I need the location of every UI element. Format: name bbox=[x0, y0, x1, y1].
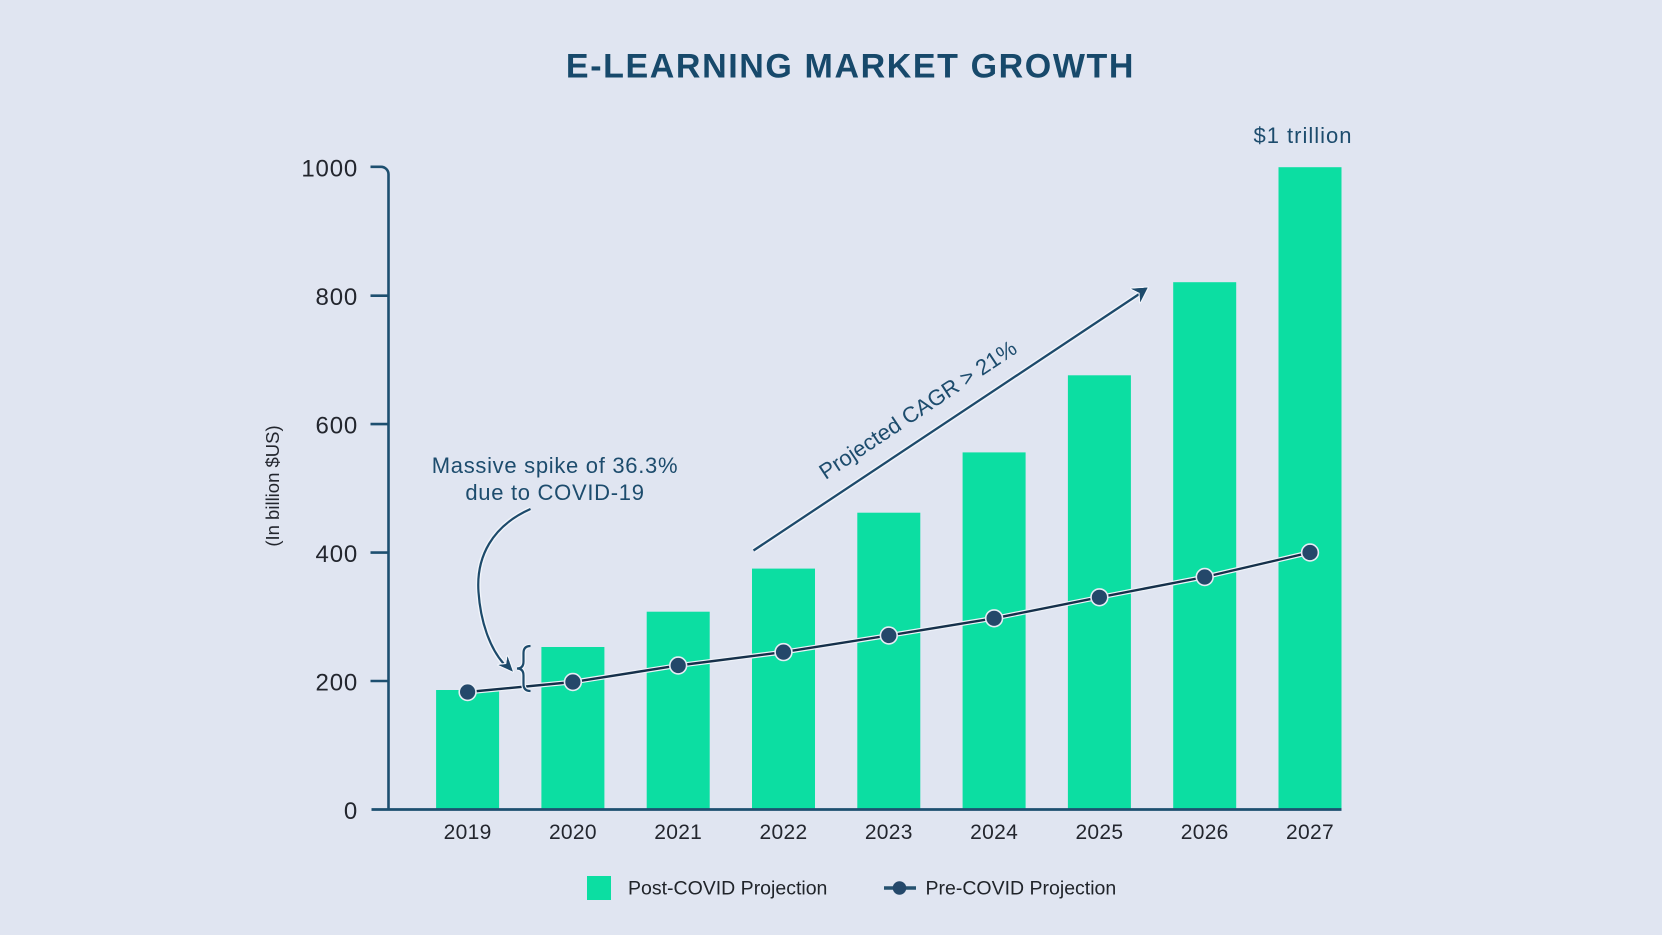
svg-text:2026: 2026 bbox=[1181, 821, 1229, 844]
svg-text:Post-COVID Projection: Post-COVID Projection bbox=[628, 878, 827, 900]
svg-text:2027: 2027 bbox=[1286, 821, 1334, 844]
svg-text:E-LEARNING MARKET GROWTH: E-LEARNING MARKET GROWTH bbox=[566, 48, 1135, 86]
svg-text:2019: 2019 bbox=[444, 821, 492, 844]
svg-text:200: 200 bbox=[316, 670, 358, 697]
svg-text:600: 600 bbox=[316, 413, 358, 440]
svg-text:2022: 2022 bbox=[760, 821, 808, 844]
svg-text:(In billion $US): (In billion $US) bbox=[262, 425, 283, 546]
svg-text:Pre-COVID Projection: Pre-COVID Projection bbox=[926, 878, 1117, 900]
svg-text:400: 400 bbox=[316, 541, 358, 568]
svg-text:Massive spike of 36.3%: Massive spike of 36.3% bbox=[432, 453, 679, 478]
svg-text:2024: 2024 bbox=[970, 821, 1018, 844]
svg-text:1000: 1000 bbox=[301, 155, 358, 182]
svg-text:due to COVID-19: due to COVID-19 bbox=[465, 480, 644, 505]
svg-text:$1 trillion: $1 trillion bbox=[1253, 123, 1352, 148]
svg-text:2021: 2021 bbox=[654, 821, 702, 844]
svg-text:2023: 2023 bbox=[865, 821, 913, 844]
svg-text:2025: 2025 bbox=[1075, 821, 1123, 844]
svg-text:800: 800 bbox=[316, 284, 358, 311]
svg-text:0: 0 bbox=[344, 798, 358, 825]
svg-text:2020: 2020 bbox=[549, 821, 597, 844]
